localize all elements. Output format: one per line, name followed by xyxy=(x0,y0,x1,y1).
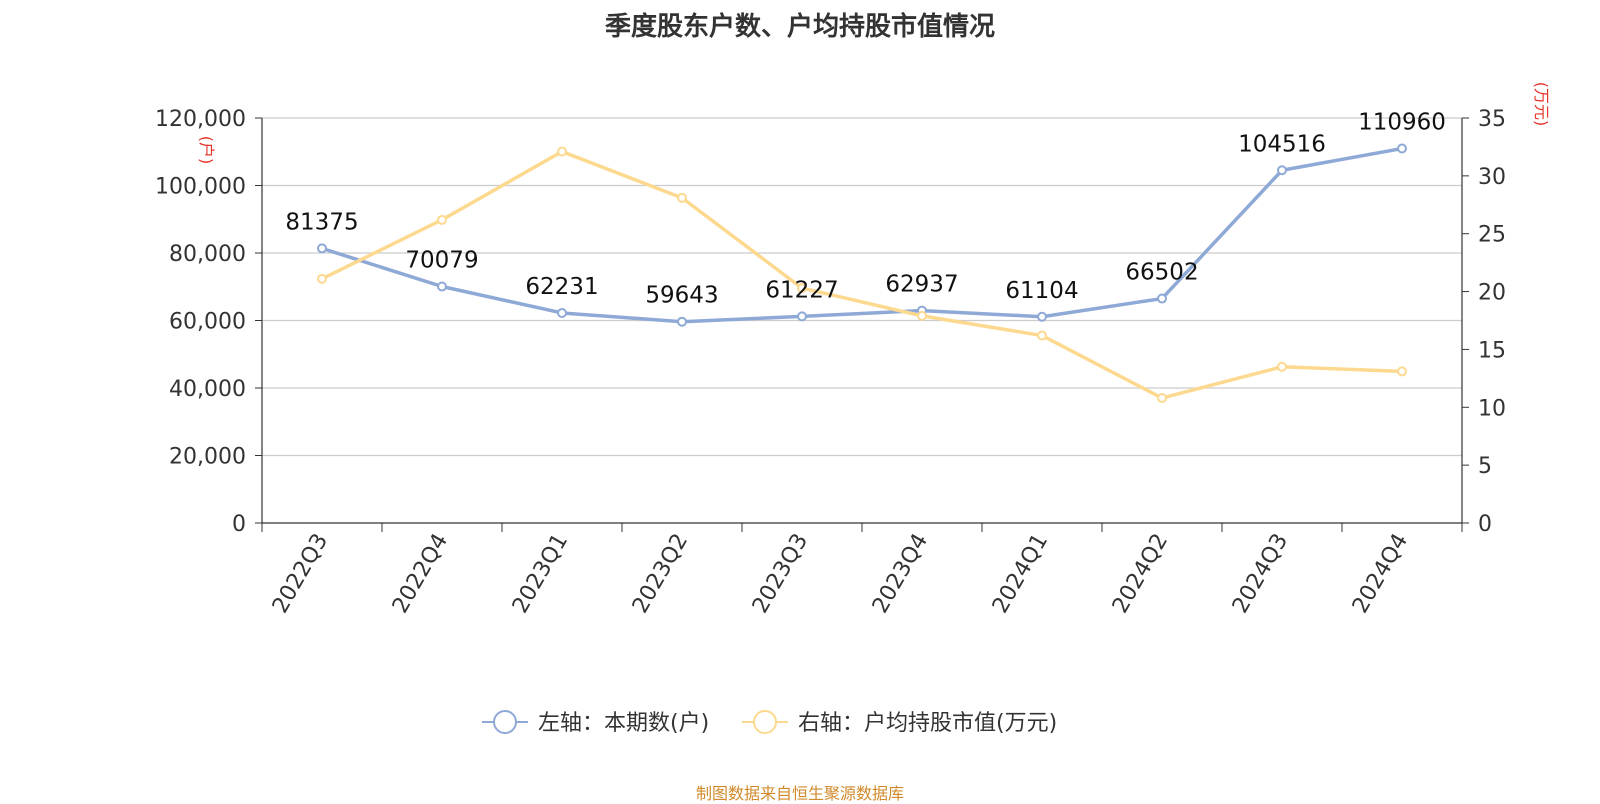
data-labels: 81375 70079 62231 59643 61227 62937 61104 66502… xyxy=(285,110,1445,309)
legend-label: 右轴：户均持股市值(万元) xyxy=(798,711,1057,736)
data-label: 62937 xyxy=(885,272,958,298)
right-axis-tick-label: 20 xyxy=(1478,281,1506,306)
series-lines xyxy=(317,143,1407,404)
left-axis-tick-label: 120,000 xyxy=(155,107,246,132)
data-point xyxy=(557,307,567,318)
axes: 0 20,000 40,000 60,000 80,000 100,000 120,000 0… xyxy=(155,82,1551,618)
chart-title: 季度股东户数、户均持股市值情况 xyxy=(604,12,995,42)
left-axis-tick-label: 60,000 xyxy=(169,310,246,335)
left-axis-tick-label: 100,000 xyxy=(155,175,246,200)
data-point xyxy=(1397,143,1407,154)
data-point xyxy=(1037,330,1047,341)
data-label: 66502 xyxy=(1125,260,1198,286)
data-point xyxy=(797,283,807,294)
legend-circle-marker xyxy=(753,710,777,734)
data-point xyxy=(797,311,807,322)
x-axis-category-label: 2024Q2 xyxy=(1108,530,1173,618)
left-axis-unit: (户) xyxy=(197,136,216,165)
legend[interactable]: 左轴：本期数(户) 右轴：户均持股市值(万元) xyxy=(482,710,1057,736)
data-point xyxy=(437,281,447,292)
right-axis-tick-label: 30 xyxy=(1478,165,1506,190)
data-label: 104516 xyxy=(1238,131,1326,157)
x-axis-category-label: 2023Q2 xyxy=(628,530,693,618)
data-point xyxy=(1277,361,1287,372)
data-point xyxy=(557,146,567,157)
x-axis-category-label: 2023Q1 xyxy=(508,530,573,618)
legend-circle-marker xyxy=(493,710,517,734)
right-axis-tick-label: 15 xyxy=(1478,338,1506,363)
data-label: 62231 xyxy=(525,274,598,300)
x-axis-category-label: 2022Q3 xyxy=(268,530,333,618)
right-axis-tick-label: 10 xyxy=(1478,396,1506,421)
data-point xyxy=(1037,311,1047,322)
x-axis-category-label: 2023Q3 xyxy=(748,530,813,618)
right-axis-tick-label: 35 xyxy=(1478,107,1506,132)
left-axis-tick-label: 40,000 xyxy=(169,377,246,402)
left-axis-tick-label: 20,000 xyxy=(169,445,246,470)
data-label: 61227 xyxy=(765,277,838,303)
data-point xyxy=(1397,366,1407,377)
legend-item[interactable]: 左轴：本期数(户) xyxy=(482,710,709,736)
data-label: 81375 xyxy=(285,209,358,235)
data-point xyxy=(317,273,327,284)
x-axis-category-label: 2024Q4 xyxy=(1348,530,1413,618)
right-axis-tick-label: 25 xyxy=(1478,223,1506,248)
data-label: 59643 xyxy=(645,283,718,309)
x-axis-category-label: 2022Q4 xyxy=(388,530,453,618)
x-axis-category-label: 2024Q3 xyxy=(1228,530,1293,618)
legend-label: 左轴：本期数(户) xyxy=(538,711,709,736)
data-point xyxy=(917,310,927,321)
right-axis-tick-label: 0 xyxy=(1478,512,1492,537)
data-point xyxy=(1157,393,1167,404)
data-point xyxy=(1157,293,1167,304)
data-label: 110960 xyxy=(1358,110,1446,136)
series-line-left xyxy=(320,146,1404,324)
series-line-right xyxy=(320,149,1404,400)
legend-item[interactable]: 右轴：户均持股市值(万元) xyxy=(742,710,1057,736)
data-point xyxy=(677,316,687,327)
right-axis-unit: (万元) xyxy=(1532,82,1551,127)
right-axis-tick-label: 5 xyxy=(1478,454,1492,479)
grid-lines xyxy=(262,117,1462,457)
left-axis-tick-label: 80,000 xyxy=(169,242,246,267)
data-label: 70079 xyxy=(405,247,478,273)
data-point xyxy=(317,243,327,254)
left-axis-tick-label: 0 xyxy=(232,512,246,537)
source-footer: 制图数据来自恒生聚源数据库 xyxy=(695,784,904,803)
x-axis-category-label: 2024Q1 xyxy=(988,530,1053,618)
data-point xyxy=(677,192,687,203)
x-axis-category-label: 2023Q4 xyxy=(868,530,933,618)
data-point xyxy=(437,214,447,225)
data-label: 61104 xyxy=(1005,278,1078,304)
data-point xyxy=(1277,165,1287,176)
